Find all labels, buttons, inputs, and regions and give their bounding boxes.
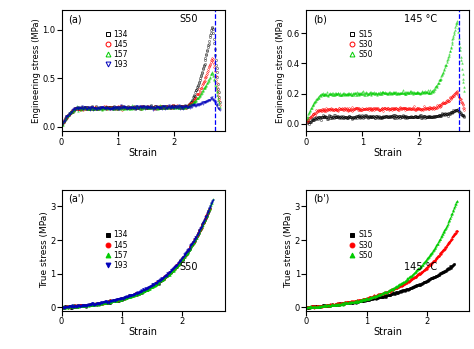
Text: (a): (a) — [68, 14, 82, 24]
X-axis label: Strain: Strain — [373, 148, 402, 158]
Text: (a'): (a') — [68, 193, 84, 203]
Text: 145 °C: 145 °C — [404, 14, 437, 24]
Y-axis label: Engineering stress (MPa): Engineering stress (MPa) — [276, 18, 285, 123]
Text: (b'): (b') — [313, 193, 329, 203]
Text: S50: S50 — [179, 262, 198, 272]
X-axis label: Strain: Strain — [128, 148, 158, 158]
X-axis label: Strain: Strain — [373, 327, 402, 337]
Y-axis label: True stress (MPa): True stress (MPa) — [284, 212, 293, 289]
Legend: S15, S30, S50: S15, S30, S50 — [347, 230, 374, 261]
Legend: S15, S30, S50: S15, S30, S50 — [347, 29, 374, 60]
Y-axis label: True stress (MPa): True stress (MPa) — [40, 212, 49, 289]
Legend: 134, 145, 157, 193: 134, 145, 157, 193 — [103, 29, 129, 70]
Legend: 134, 145, 157, 193: 134, 145, 157, 193 — [103, 230, 129, 271]
X-axis label: Strain: Strain — [128, 327, 158, 337]
Text: 145 °C: 145 °C — [404, 262, 437, 272]
Text: S50: S50 — [179, 14, 198, 24]
Text: (b): (b) — [313, 14, 327, 24]
Y-axis label: Engineering stress (MPa): Engineering stress (MPa) — [32, 18, 41, 123]
